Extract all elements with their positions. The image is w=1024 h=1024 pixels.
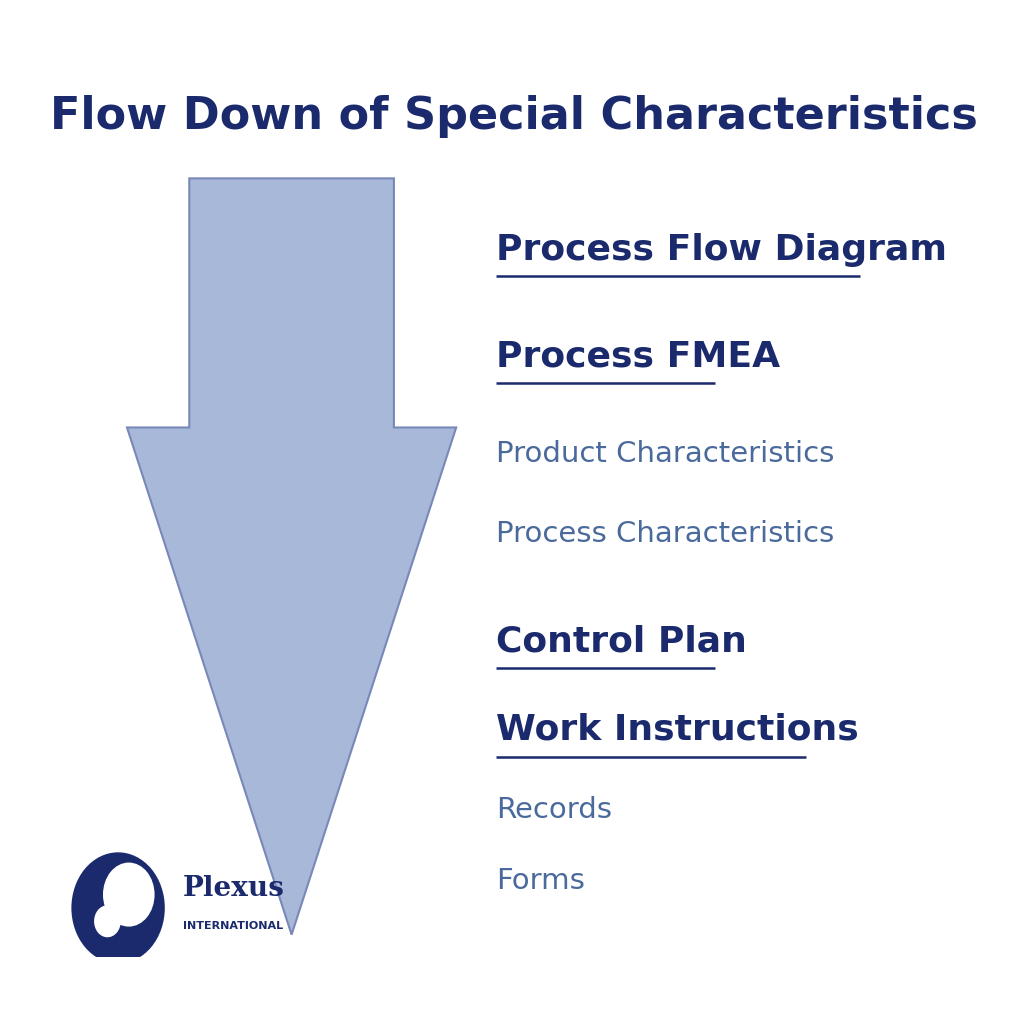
Text: Records: Records: [497, 796, 612, 824]
Ellipse shape: [94, 905, 121, 937]
Ellipse shape: [103, 862, 155, 927]
Text: Forms: Forms: [497, 867, 585, 895]
Polygon shape: [127, 178, 457, 935]
Text: Plexus: Plexus: [183, 874, 285, 902]
Text: Product Characteristics: Product Characteristics: [497, 440, 835, 468]
Text: Control Plan: Control Plan: [497, 624, 748, 658]
Ellipse shape: [72, 852, 165, 964]
Text: Work Instructions: Work Instructions: [497, 713, 859, 746]
Text: Flow Down of Special Characteristics: Flow Down of Special Characteristics: [50, 94, 978, 137]
Text: Process Characteristics: Process Characteristics: [497, 520, 835, 548]
Text: Process Flow Diagram: Process Flow Diagram: [497, 232, 947, 266]
Text: INTERNATIONAL: INTERNATIONAL: [183, 921, 284, 931]
Text: Process FMEA: Process FMEA: [497, 339, 780, 374]
